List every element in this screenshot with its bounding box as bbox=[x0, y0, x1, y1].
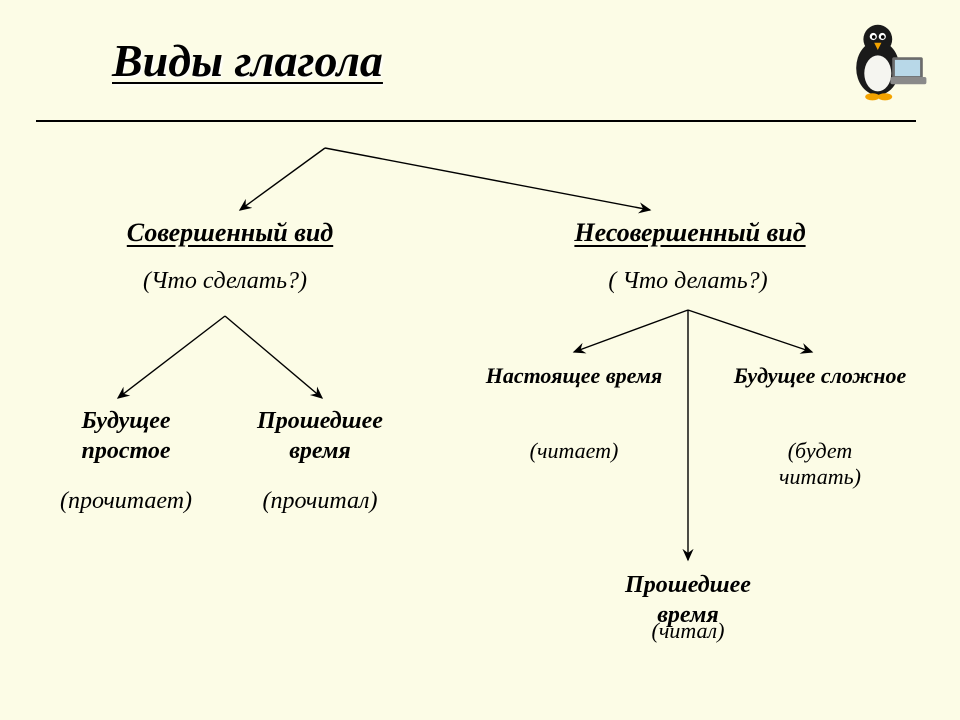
left-child-0-title: Будущее простое bbox=[36, 406, 216, 466]
left-question: (Что сделать?) bbox=[143, 268, 307, 295]
title-underline-rule bbox=[36, 120, 916, 122]
left-heading: Совершенный вид bbox=[127, 218, 333, 248]
left-child-1-example: (прочитал) bbox=[263, 488, 378, 515]
right-child-1-title: Будущее сложное bbox=[730, 362, 910, 390]
arrows-layer bbox=[0, 0, 960, 720]
right-child-2-example: (читал) bbox=[652, 618, 725, 644]
right-question: ( Что делать?) bbox=[608, 268, 767, 295]
right-child-0-example: (читает) bbox=[530, 438, 619, 464]
left-child-0-example: (прочитает) bbox=[60, 488, 192, 515]
left-child-1-title: Прошедшее время bbox=[230, 406, 410, 466]
right-heading: Несовершенный вид bbox=[574, 218, 805, 248]
diagram-title: Виды глагола bbox=[112, 34, 383, 87]
right-child-1-example: (будет читать) bbox=[750, 438, 890, 490]
penguin-laptop-icon bbox=[840, 14, 930, 104]
right-child-0-title: Настоящее время bbox=[484, 362, 664, 390]
